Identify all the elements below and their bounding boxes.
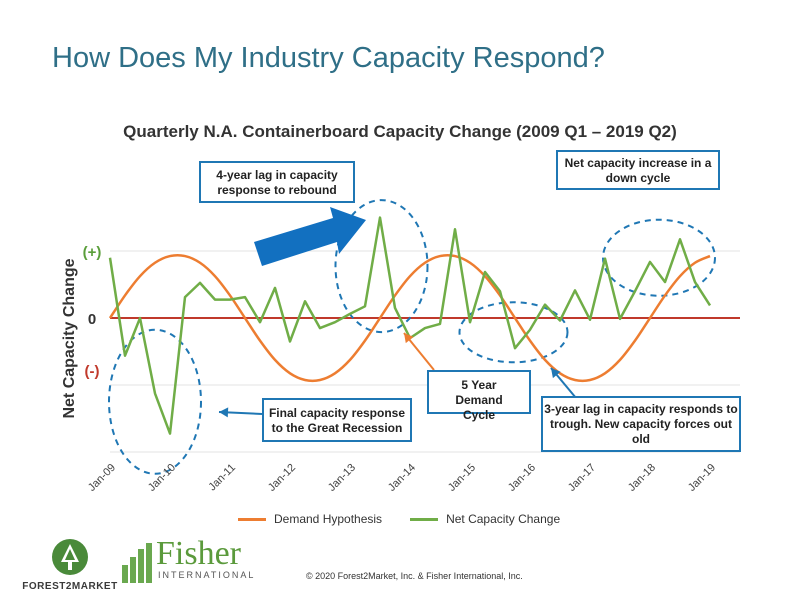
fisher-wordmark: Fisher (156, 535, 241, 572)
x-tick-label: Jan-13 (326, 462, 358, 494)
legend-net-label: Net Capacity Change (446, 512, 561, 526)
x-tick-label: Jan-19 (686, 462, 718, 494)
legend-demand-label: Demand Hypothesis (274, 512, 383, 526)
legend-net-swatch (410, 517, 439, 521)
fisher-logo: Fisher INTERNATIONAL (120, 535, 270, 585)
x-tick-label: Jan-11 (206, 462, 238, 494)
x-tick-label: Jan-18 (626, 462, 658, 494)
arrow-trough-head (551, 368, 561, 379)
x-tick-label: Jan-09 (86, 462, 118, 494)
forest2market-wordmark: FOREST2MARKET (22, 581, 118, 592)
x-tick-label: Jan-12 (266, 462, 298, 494)
bars-icon (122, 543, 152, 583)
callout-4-year-lag: 4-year lag in capacity response to rebou… (199, 161, 355, 203)
y-tick-label: (-) (85, 363, 100, 380)
x-tick-label: Jan-10 (146, 462, 178, 494)
tree-icon (52, 539, 88, 575)
callout-net-capacity-increase: Net capacity increase in a down cycle (556, 150, 720, 190)
ellipse-trough (458, 301, 569, 364)
x-tick-label: Jan-17 (566, 462, 598, 494)
slide-title: How Does My Industry Capacity Respond? (52, 42, 605, 74)
callout-great-recession: Final capacity response to the Great Rec… (262, 398, 412, 442)
x-tick-label: Jan-15 (446, 462, 478, 494)
big-arrow-icon (254, 207, 366, 266)
callout-5-year-demand-cycle: 5 Year Demand Cycle (427, 370, 531, 422)
ellipse-down-cycle (602, 218, 716, 297)
legend-net: Net Capacity Change (410, 512, 560, 526)
chart-title: Quarterly N.A. Containerboard Capacity C… (123, 122, 677, 141)
fisher-subtitle: INTERNATIONAL (158, 570, 256, 580)
arrow-great-recession-head (219, 407, 229, 418)
ellipse-rebound (334, 199, 429, 334)
arrow-demand-cycle-head (404, 333, 414, 344)
legend-demand-swatch (238, 517, 266, 521)
x-tick-label: Jan-16 (506, 462, 538, 494)
x-tick-label: Jan-14 (386, 462, 418, 494)
ellipse-great-recession (108, 328, 202, 475)
callout-3-year-lag: 3-year lag in capacity responds to troug… (541, 396, 741, 452)
legend-demand: Demand Hypothesis (238, 512, 382, 526)
y-tick-label: 0 (88, 311, 96, 328)
copyright-footer: © 2020 Forest2Market, Inc. & Fisher Inte… (306, 571, 523, 581)
demand-hypothesis-line (108, 253, 711, 383)
legend: Demand Hypothesis Net Capacity Change (238, 512, 560, 526)
y-axis-title: Net Capacity Change (61, 258, 78, 418)
forest2market-logo: FOREST2MARKET (18, 538, 122, 592)
y-tick-label: (+) (83, 244, 102, 261)
